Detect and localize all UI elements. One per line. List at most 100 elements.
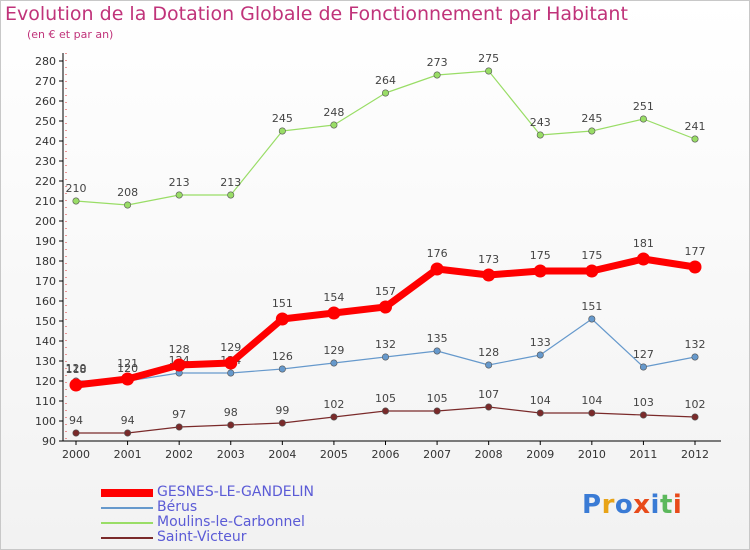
y-tick-label: 220 — [35, 175, 56, 188]
data-label: 251 — [633, 100, 654, 113]
data-label: 175 — [530, 249, 551, 262]
data-point — [381, 353, 389, 361]
data-label: 173 — [478, 253, 499, 266]
x-tick-label: 2006 — [372, 448, 400, 461]
data-label: 118 — [66, 363, 87, 376]
data-label: 132 — [685, 338, 706, 351]
data-label: 157 — [375, 285, 396, 298]
data-label: 275 — [478, 52, 499, 65]
data-point — [381, 89, 389, 97]
data-point — [533, 264, 547, 278]
data-label: 177 — [685, 245, 706, 258]
data-point — [433, 71, 441, 79]
data-point — [224, 356, 238, 370]
data-label: 241 — [685, 120, 706, 133]
x-tick-label: 2008 — [475, 448, 503, 461]
x-tick-label: 2000 — [62, 448, 90, 461]
data-label: 121 — [117, 357, 138, 370]
data-point — [278, 365, 286, 373]
x-tick-label: 2010 — [578, 448, 606, 461]
data-label: 94 — [121, 414, 135, 427]
data-point — [278, 127, 286, 135]
data-label: 132 — [375, 338, 396, 351]
series-saint-victeur: 94 94 97 98 99 102 105 105 107 104 104 103 102 — [69, 388, 706, 437]
legend-swatch — [101, 488, 153, 497]
logo-letter: x — [633, 490, 651, 520]
data-point — [691, 135, 699, 143]
data-point — [327, 306, 341, 320]
data-label: 210 — [66, 182, 87, 195]
data-point — [588, 409, 596, 417]
data-point — [536, 409, 544, 417]
data-point — [175, 191, 183, 199]
data-label: 208 — [117, 186, 138, 199]
data-label: 245 — [272, 112, 293, 125]
data-point — [485, 361, 493, 369]
data-label: 243 — [530, 116, 551, 129]
data-label: 102 — [323, 398, 344, 411]
data-label: 98 — [224, 406, 238, 419]
data-label: 245 — [581, 112, 602, 125]
logo-letter: i — [650, 490, 660, 520]
series-berus: 120120124124126129132135128133151127132 — [66, 300, 706, 385]
data-label: 127 — [633, 348, 654, 361]
data-point — [639, 363, 647, 371]
data-point — [172, 358, 186, 372]
y-tick-label: 210 — [35, 195, 56, 208]
legend-item-gesnes-le-gandelin: GESNES-LE-GANDELIN — [101, 485, 314, 500]
y-tick-label: 260 — [35, 95, 56, 108]
data-point — [69, 378, 83, 392]
data-label: 128 — [169, 343, 190, 356]
y-tick-label: 120 — [35, 375, 56, 388]
data-point — [688, 260, 702, 274]
y-tick-label: 190 — [35, 235, 56, 248]
y-tick-label: 110 — [35, 395, 56, 408]
legend-item-moulins-le-carbonnel: Moulins-le-Carbonnel — [101, 515, 314, 530]
data-point — [588, 315, 596, 323]
y-tick-label: 240 — [35, 135, 56, 148]
data-label: 129 — [323, 344, 344, 357]
y-tick-label: 160 — [35, 295, 56, 308]
y-tick-label: 170 — [35, 275, 56, 288]
data-label: 264 — [375, 74, 396, 87]
legend-label: Moulins-le-Carbonnel — [157, 514, 305, 530]
data-label: 133 — [530, 336, 551, 349]
data-point — [330, 413, 338, 421]
y-tick-label: 130 — [35, 355, 56, 368]
data-label: 154 — [323, 291, 344, 304]
data-point — [175, 423, 183, 431]
series-line — [72, 255, 699, 389]
data-label: 99 — [275, 404, 289, 417]
x-tick-label: 2001 — [114, 448, 142, 461]
data-label: 105 — [375, 392, 396, 405]
x-tick-label: 2009 — [526, 448, 554, 461]
data-point — [485, 403, 493, 411]
legend-label: GESNES-LE-GANDELIN — [157, 484, 314, 500]
data-point — [585, 264, 599, 278]
data-label: 128 — [478, 346, 499, 359]
data-point — [639, 411, 647, 419]
data-label: 181 — [633, 237, 654, 250]
data-label: 135 — [427, 332, 448, 345]
data-point — [639, 115, 647, 123]
data-point — [72, 429, 80, 437]
x-tick-label: 2005 — [320, 448, 348, 461]
data-label: 273 — [427, 56, 448, 69]
data-label: 104 — [581, 394, 602, 407]
data-label: 213 — [169, 176, 190, 189]
logo-letter: P — [582, 490, 602, 520]
y-tick-label: 230 — [35, 155, 56, 168]
data-point — [72, 197, 80, 205]
data-point — [330, 359, 338, 367]
data-point — [433, 407, 441, 415]
x-tick-label: 2011 — [629, 448, 657, 461]
data-point — [330, 121, 338, 129]
legend-swatch — [101, 521, 153, 524]
data-point — [430, 262, 444, 276]
data-point — [275, 312, 289, 326]
x-tick-label: 2002 — [165, 448, 193, 461]
y-tick-label: 250 — [35, 115, 56, 128]
data-label: 248 — [323, 106, 344, 119]
